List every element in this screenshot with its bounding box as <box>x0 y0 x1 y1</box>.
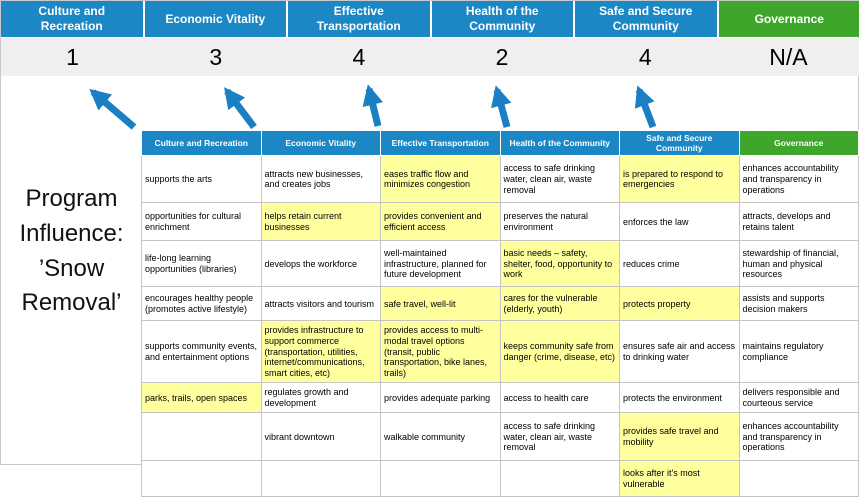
matrix-header-cell: Effective Transportation <box>381 131 501 156</box>
matrix-cell: enforces the law <box>620 203 740 241</box>
matrix-cell-empty <box>739 461 859 497</box>
matrix-cell: parks, trails, open spaces <box>142 383 262 413</box>
score-safe-and-secure-community: 4 <box>574 38 717 76</box>
up-arrow-icon <box>93 92 134 127</box>
matrix-row: looks after it's most vulnerable <box>142 461 859 497</box>
matrix-cell: assists and supports decision makers <box>739 287 859 321</box>
score-culture-and-recreation: 1 <box>1 38 144 76</box>
matrix-cell: delivers responsible and courteous servi… <box>739 383 859 413</box>
matrix-cell-empty <box>381 461 501 497</box>
matrix-cell-empty <box>261 461 381 497</box>
matrix-cell: provides convenient and efficient access <box>381 203 501 241</box>
up-arrow-icon <box>639 90 653 127</box>
matrix-cell: enhances accountability and transparency… <box>739 413 859 461</box>
matrix-header-cell: Safe and Secure Community <box>620 131 740 156</box>
score-governance: N/A <box>717 38 859 76</box>
matrix-cell: supports the arts <box>142 156 262 203</box>
matrix-row: life-long learning opportunities (librar… <box>142 241 859 287</box>
matrix-cell: regulates growth and development <box>261 383 381 413</box>
matrix-cell: cares for the vulnerable (elderly, youth… <box>500 287 620 321</box>
matrix-cell: ensures safe air and access to drinking … <box>620 321 740 383</box>
matrix-cell-empty <box>500 461 620 497</box>
slide: Culture and Recreation Economic Vitality… <box>0 0 859 465</box>
matrix-cell: maintains regulatory compliance <box>739 321 859 383</box>
score-row: 1 3 4 2 4 N/A <box>1 38 859 76</box>
matrix-cell: basic needs – safety, shelter, food, opp… <box>500 241 620 287</box>
summary-header-safe-and-secure-community: Safe and Secure Community <box>575 1 717 37</box>
program-influence-title: Program Influence: ’Snow Removal’ <box>1 182 142 321</box>
matrix-cell: vibrant downtown <box>261 413 381 461</box>
matrix-header-cell: Culture and Recreation <box>142 131 262 156</box>
summary-header-health-of-the-community: Health of the Community <box>432 1 574 37</box>
summary-header-row: Culture and Recreation Economic Vitality… <box>1 1 859 37</box>
matrix-cell: attracts new businesses, and creates job… <box>261 156 381 203</box>
matrix-cell: encourages healthy people (promotes acti… <box>142 287 262 321</box>
matrix-cell: attracts, develops and retains talent <box>739 203 859 241</box>
matrix-cell: eases traffic flow and minimizes congest… <box>381 156 501 203</box>
matrix-cell: protects the environment <box>620 383 740 413</box>
matrix-row: supports community events, and entertain… <box>142 321 859 383</box>
matrix-header-cell: Governance <box>739 131 859 156</box>
matrix-header-cell: Health of the Community <box>500 131 620 156</box>
matrix-cell: provides adequate parking <box>381 383 501 413</box>
matrix-cell: provides access to multi-modal travel op… <box>381 321 501 383</box>
score-health-of-the-community: 2 <box>431 38 574 76</box>
matrix-cell: supports community events, and entertain… <box>142 321 262 383</box>
matrix-cell: life-long learning opportunities (librar… <box>142 241 262 287</box>
matrix-cell: stewardship of financial, human and phys… <box>739 241 859 287</box>
matrix-cell: protects property <box>620 287 740 321</box>
matrix-header-cell: Economic Vitality <box>261 131 381 156</box>
matrix-cell: preserves the natural environment <box>500 203 620 241</box>
up-arrow-icon <box>369 89 378 126</box>
matrix-cell: develops the workforce <box>261 241 381 287</box>
matrix-cell: walkable community <box>381 413 501 461</box>
matrix-cell: reduces crime <box>620 241 740 287</box>
matrix-cell: provides safe travel and mobility <box>620 413 740 461</box>
up-arrow-icon <box>227 91 254 127</box>
matrix-cell: opportunities for cultural enrichment <box>142 203 262 241</box>
matrix-cell: helps retain current businesses <box>261 203 381 241</box>
score-economic-vitality: 3 <box>144 38 287 76</box>
matrix-cell: provides infrastructure to support comme… <box>261 321 381 383</box>
summary-header-effective-transportation: Effective Transportation <box>288 1 430 37</box>
matrix-cell: attracts visitors and tourism <box>261 287 381 321</box>
matrix-cell: enhances accountability and transparency… <box>739 156 859 203</box>
matrix-cell: is prepared to respond to emergencies <box>620 156 740 203</box>
score-effective-transportation: 4 <box>287 38 430 76</box>
summary-header-economic-vitality: Economic Vitality <box>145 1 287 37</box>
up-arrow-icon <box>497 90 507 127</box>
matrix-cell: safe travel, well-lit <box>381 287 501 321</box>
matrix-cell: access to safe drinking water, clean air… <box>500 413 620 461</box>
matrix-cell-empty <box>142 461 262 497</box>
matrix-cell-empty <box>142 413 262 461</box>
matrix-cell: access to safe drinking water, clean air… <box>500 156 620 203</box>
summary-header-governance: Governance <box>719 1 859 37</box>
matrix-row: encourages healthy people (promotes acti… <box>142 287 859 321</box>
influence-arrows <box>1 83 721 133</box>
matrix-cell: looks after it's most vulnerable <box>620 461 740 497</box>
matrix-cell: well-maintained infrastructure, planned … <box>381 241 501 287</box>
summary-header-culture-and-recreation: Culture and Recreation <box>1 1 143 37</box>
matrix-cell: keeps community safe from danger (crime,… <box>500 321 620 383</box>
matrix-cell: access to health care <box>500 383 620 413</box>
